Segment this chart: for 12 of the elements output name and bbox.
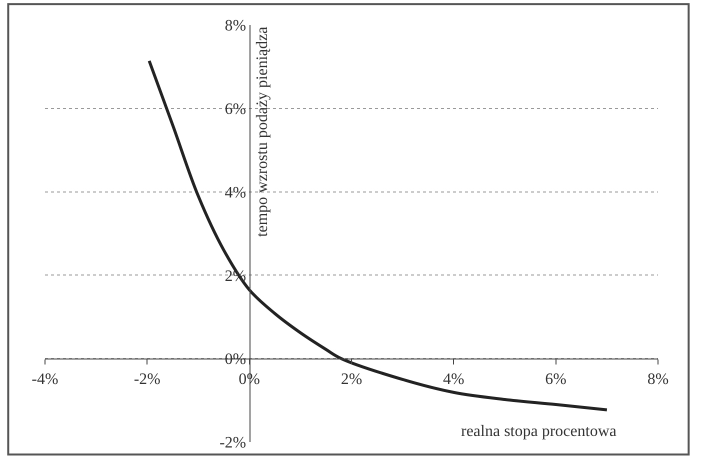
x-tick-label: -4% (32, 370, 58, 388)
x-axis-title: realna stopa procentowa (461, 423, 616, 440)
x-tick-label: 8% (647, 370, 669, 388)
y-tick-label: 4% (224, 184, 246, 202)
x-tick-label: 6% (545, 370, 566, 388)
y-tick-label: -2% (219, 434, 246, 452)
y-axis-title: tempo wzrostu podaży pieniądza (254, 26, 271, 237)
y-tick-label: 8% (224, 18, 246, 35)
x-tick-label: -2% (134, 370, 160, 388)
y-tick-label: 6% (224, 101, 246, 118)
x-tick-label: 2% (340, 370, 362, 388)
x-tick-label: 4% (443, 370, 464, 388)
